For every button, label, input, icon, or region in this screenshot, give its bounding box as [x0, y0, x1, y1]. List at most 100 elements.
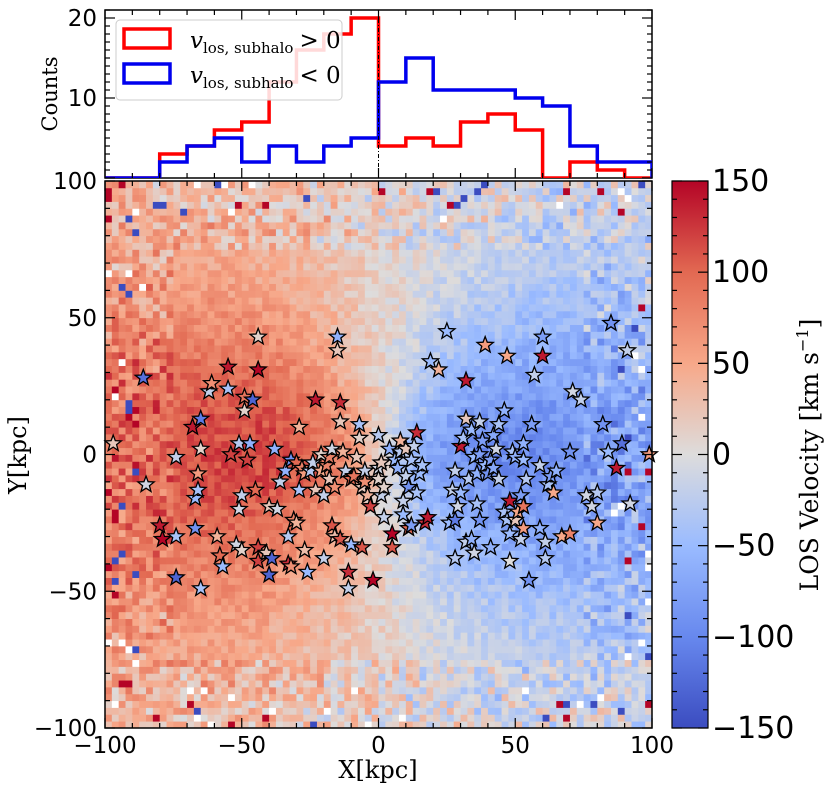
heatmap-cell: [207, 427, 215, 435]
heatmap-cell: [645, 529, 653, 537]
heatmap-cell: [392, 427, 400, 435]
heatmap-cell: [125, 516, 133, 524]
heatmap-cell: [515, 399, 523, 408]
heatmap-cell: [556, 557, 564, 565]
heatmap-cell: [166, 324, 174, 332]
heatmap-cell: [371, 680, 379, 688]
heatmap-cell: [364, 420, 373, 428]
heatmap-cell: [631, 591, 639, 599]
heatmap-cell: [597, 536, 605, 544]
heatmap-cell: [494, 351, 502, 360]
heatmap-cell: [426, 639, 434, 647]
heatmap-cell: [228, 563, 236, 572]
heatmap-cell: [481, 502, 489, 510]
heatmap-cell: [132, 516, 140, 524]
heatmap-cell: [248, 502, 256, 510]
heatmap-cell: [569, 570, 578, 578]
heatmap-cell: [549, 338, 557, 346]
heatmap-cell: [467, 461, 475, 469]
heatmap-cell: [234, 591, 243, 599]
heatmap-cell: [146, 625, 154, 633]
heatmap-cell: [228, 673, 236, 681]
heatmap-cell: [152, 591, 161, 599]
heatmap-cell: [501, 639, 509, 647]
heatmap-cell: [193, 351, 202, 360]
heatmap-cell: [132, 379, 140, 387]
heatmap-cell: [118, 406, 126, 414]
heatmap-cell: [303, 707, 311, 715]
heatmap-cell: [105, 406, 113, 414]
heatmap-cell: [460, 392, 468, 401]
heatmap-cell: [494, 577, 502, 585]
heatmap-cell: [371, 372, 379, 380]
heatmap-cell: [310, 358, 318, 367]
heatmap-cell: [494, 529, 502, 537]
heatmap-cell: [446, 625, 455, 633]
heatmap-cell: [351, 372, 359, 380]
heatmap-cell: [645, 543, 653, 551]
heatmap-cell: [221, 645, 229, 654]
heatmap-cell: [282, 625, 291, 633]
heatmap-cell: [303, 693, 311, 702]
heatmap-cell: [426, 365, 434, 373]
heatmap-cell: [467, 345, 475, 353]
heatmap-cell: [262, 584, 270, 592]
heatmap-cell: [234, 625, 243, 633]
heatmap-cell: [405, 413, 414, 421]
heatmap-cell: [549, 714, 557, 722]
heatmap-cell: [248, 618, 256, 626]
heatmap-cell: [364, 570, 373, 578]
heatmap-cell: [111, 639, 120, 647]
heatmap-cell: [590, 447, 598, 455]
heatmap-cell: [282, 516, 291, 524]
heatmap-cell: [624, 680, 632, 688]
heatmap-cell: [173, 611, 181, 619]
heatmap-cell: [118, 379, 126, 387]
heatmap-cell: [378, 707, 386, 715]
heatmap-cell: [638, 522, 646, 531]
heatmap-cell: [624, 563, 632, 572]
heatmap-cell: [515, 420, 523, 428]
heatmap-cell: [214, 331, 222, 339]
heatmap-cell: [590, 625, 598, 633]
heatmap-cell: [316, 502, 325, 510]
heatmap-cell: [228, 604, 236, 613]
heatmap-cell: [631, 659, 639, 667]
heatmap-cell: [275, 721, 284, 729]
heatmap-cell: [569, 351, 578, 360]
heatmap-cell: [597, 440, 605, 449]
heatmap-cell: [583, 598, 591, 606]
heatmap-cell: [364, 604, 373, 613]
heatmap-cell: [214, 468, 222, 476]
heatmap-cell: [255, 686, 263, 695]
heatmap-cell: [330, 577, 338, 585]
heatmap-cell: [440, 536, 448, 544]
heatmap-cell: [419, 447, 427, 455]
heatmap-cell: [289, 645, 297, 654]
heatmap-cell: [481, 652, 489, 661]
heatmap-cell: [111, 604, 120, 613]
heatmap-cell: [515, 618, 523, 626]
heatmap-cell: [337, 440, 345, 449]
heatmap-cell: [221, 632, 229, 640]
heatmap-cell: [330, 386, 338, 394]
heatmap-cell: [310, 686, 318, 695]
heatmap-cell: [187, 406, 195, 414]
heatmap-cell: [645, 495, 653, 503]
heatmap-cell: [228, 468, 236, 476]
heatmap-cell: [385, 604, 393, 613]
heatmap-cell: [111, 543, 120, 551]
heatmap-cell: [617, 372, 626, 380]
heatmap-cell: [405, 591, 414, 599]
heatmap-cell: [146, 461, 154, 469]
heatmap-cell: [385, 345, 393, 353]
heatmap-cell: [228, 317, 236, 325]
heatmap-cell: [617, 570, 626, 578]
heatmap-cell: [399, 529, 407, 537]
heatmap-cell: [316, 317, 325, 325]
heatmap-cell: [248, 495, 256, 503]
heatmap-cell: [248, 686, 256, 695]
heatmap-cell: [118, 714, 126, 722]
heatmap-cell: [187, 577, 195, 585]
heatmap-cell: [563, 577, 571, 585]
